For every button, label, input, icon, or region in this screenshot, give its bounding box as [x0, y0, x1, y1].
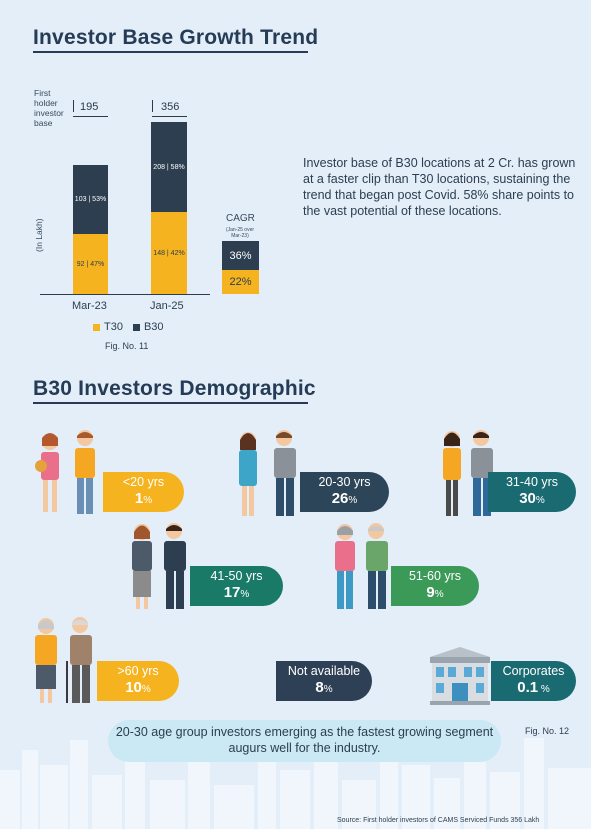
cagr-t30: 22%: [222, 270, 259, 294]
total-bracket: [73, 116, 108, 117]
legend-label-t30: T30: [104, 321, 123, 333]
cagr-sub: (Jan-25 over Mar-23): [225, 227, 255, 239]
bar-mar-23-t30: 92 | 47%: [73, 234, 108, 294]
group-label: >60 yrs: [117, 664, 159, 678]
first-holder-label: First holder investor base: [34, 88, 64, 128]
value-number: 10: [125, 679, 142, 696]
demographic-51-60: 51-60 yrs 9%: [391, 566, 479, 606]
total-bracket: [152, 116, 187, 117]
group-label: 51-60 yrs: [408, 569, 462, 583]
yaxis-label: (In Lakh): [34, 218, 44, 252]
category-mar-23: Mar-23: [72, 300, 107, 312]
group-label: Not available: [287, 664, 361, 678]
value-number: 0.1: [517, 679, 539, 696]
title-underline: [33, 402, 308, 404]
group-label: 41-50 yrs: [210, 569, 263, 583]
value-number: 26: [331, 490, 349, 507]
legend-label-b30: B30: [143, 321, 164, 333]
value-number: 30: [519, 490, 536, 507]
total-bracket: [73, 100, 74, 112]
bar-jan-25-b30: 208 | 58%: [151, 122, 187, 212]
description-paragraph: Investor base of B30 locations at 2 Cr. …: [303, 156, 576, 218]
group-value: 10%: [97, 679, 179, 699]
bar-jan-25-t30: 148 | 42%: [151, 212, 187, 294]
legend: T30 B30: [93, 321, 164, 333]
value-number: 1: [134, 490, 144, 507]
total-mar-23: 195: [80, 101, 99, 113]
group-value: 26%: [300, 490, 389, 510]
demographic-not-available: Not available 8%: [276, 661, 372, 701]
young-adults-illustration: [239, 430, 296, 516]
children-illustration: [35, 430, 95, 514]
value-unit: %: [143, 495, 153, 506]
legend-swatch-b30: [132, 323, 140, 331]
cagr-label: CAGR: [226, 213, 255, 224]
total-jan-25: 356: [161, 101, 180, 113]
value-unit: %: [141, 684, 151, 695]
demographic-41-50: 41-50 yrs 17%: [190, 566, 283, 606]
section-title-investor-base: Investor Base Growth Trend: [33, 26, 319, 49]
seniors-illustration: [35, 617, 92, 703]
value-unit: %: [538, 684, 550, 695]
demographic-under-20: <20 yrs 1%: [103, 472, 184, 512]
value-unit: %: [434, 589, 444, 600]
value-number: 9: [426, 584, 435, 601]
legend-swatch-t30: [93, 323, 100, 331]
value-unit: %: [348, 495, 358, 506]
category-jan-25: Jan-25: [150, 300, 184, 312]
source-note: Source: First holder investors of CAMS S…: [337, 817, 540, 824]
bar-mar-23-b30: 103 | 53%: [73, 165, 108, 234]
group-value: 8%: [276, 679, 372, 699]
value-unit: %: [240, 589, 250, 600]
group-label: <20 yrs: [122, 475, 165, 489]
group-value: 30%: [488, 490, 576, 510]
value-unit: %: [535, 495, 545, 506]
section-title-demographic: B30 Investors Demographic: [33, 377, 316, 400]
adults-31-40-illustration: [443, 430, 493, 516]
adults-51-60-illustration: [335, 523, 388, 609]
demographic-corporates: Corporates 0.1 %: [491, 661, 576, 701]
insight-note: 20-30 age group investors emerging as th…: [108, 720, 501, 762]
total-bracket: [152, 100, 153, 112]
adults-41-50-illustration: [132, 523, 186, 609]
cagr-b30: 36%: [222, 241, 259, 270]
group-label: Corporates: [502, 664, 565, 678]
group-value: 1%: [103, 490, 184, 510]
skyline-background: [0, 738, 591, 829]
demographic-over-60: >60 yrs 10%: [97, 661, 179, 701]
group-label: 31-40 yrs: [505, 475, 559, 489]
group-value: 17%: [190, 584, 283, 604]
value-number: 8: [315, 679, 324, 696]
demographic-20-30: 20-30 yrs 26%: [300, 472, 389, 512]
figure-label-11: Fig. No. 11: [105, 341, 149, 351]
building-icon: [430, 647, 490, 705]
x-axis: [40, 294, 210, 295]
title-underline: [33, 51, 308, 53]
figure-label-12: Fig. No. 12: [525, 726, 570, 736]
group-value: 0.1 %: [491, 679, 576, 699]
demographic-31-40: 31-40 yrs 30%: [488, 472, 576, 512]
group-value: 9%: [391, 584, 479, 604]
value-unit: %: [323, 684, 333, 695]
group-label: 20-30 yrs: [318, 475, 371, 489]
value-number: 17: [223, 584, 241, 601]
